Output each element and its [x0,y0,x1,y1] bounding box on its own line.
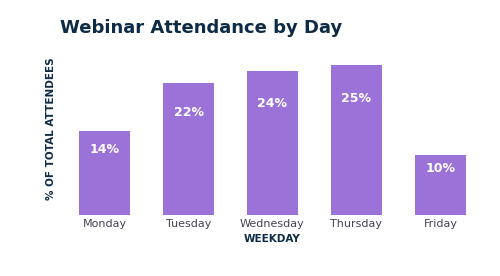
Text: 10%: 10% [426,162,456,175]
Text: 24%: 24% [258,97,288,110]
Text: 25%: 25% [342,92,372,105]
Text: Webinar Attendance by Day: Webinar Attendance by Day [60,19,342,37]
Y-axis label: % OF TOTAL ATTENDEES: % OF TOTAL ATTENDEES [46,57,56,200]
Bar [80,131,130,215]
Text: 14%: 14% [90,143,120,156]
Bar [332,65,382,215]
Bar [248,71,298,215]
Bar [416,155,466,215]
Bar [164,83,214,215]
X-axis label: WEEKDAY: WEEKDAY [244,233,301,244]
Text: 22%: 22% [174,106,204,119]
